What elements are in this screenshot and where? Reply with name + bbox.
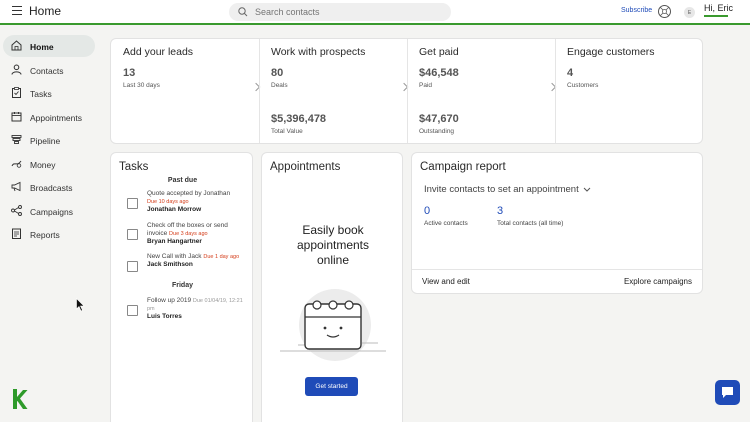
calendar-illustration-icon xyxy=(280,289,386,361)
sidebar-item-pipeline[interactable]: Pipeline xyxy=(3,129,95,151)
campaigns-icon xyxy=(11,205,22,216)
task-contact[interactable]: Jonathan Morrow xyxy=(147,206,202,213)
task-text: New Call with Jack xyxy=(147,253,202,260)
calendar-icon xyxy=(11,112,22,122)
total-value: $5,396,478 xyxy=(271,113,327,125)
task-contact[interactable]: Luis Torres xyxy=(147,313,182,320)
sidebar-item-money[interactable]: Money xyxy=(3,153,95,175)
pipeline-icon xyxy=(11,135,22,144)
help-icon[interactable] xyxy=(658,5,671,18)
divider xyxy=(555,39,556,143)
task-text: Check off the boxes or send invoice xyxy=(147,222,228,237)
sidebar-item-contacts[interactable]: Contacts xyxy=(3,59,95,81)
sidebar-item-campaigns[interactable]: Campaigns xyxy=(3,200,95,222)
home-icon xyxy=(11,40,22,51)
sidebar-item-appointments[interactable]: Appointments xyxy=(3,106,95,128)
task-contact[interactable]: Bryan Hangartner xyxy=(147,238,202,245)
divider xyxy=(407,39,408,143)
divider xyxy=(412,269,702,270)
friday-header: Friday xyxy=(171,282,193,289)
top-bar: Home Subscribe E Hi, Eric xyxy=(0,0,750,25)
engage-column[interactable]: Engage customers 4 Customers xyxy=(555,39,703,143)
paid-label: Paid xyxy=(419,82,433,89)
task-checkbox[interactable] xyxy=(127,305,138,316)
appointments-title: Appointments xyxy=(270,161,341,173)
prospects-column[interactable]: Work with prospects 80 Deals $5,396,478 … xyxy=(259,39,409,143)
hamburger-menu-icon[interactable] xyxy=(12,6,22,15)
leads-title: Add your leads xyxy=(123,46,194,58)
sidebar-item-reports[interactable]: Reports xyxy=(3,223,95,245)
outstanding-value: $47,670 xyxy=(419,113,459,125)
leads-caption: Last 30 days xyxy=(123,82,160,89)
chat-button[interactable] xyxy=(715,380,740,405)
task-due: Due 01/04/19, 12:21 pm xyxy=(147,298,243,312)
customers-caption: Customers xyxy=(567,82,599,89)
get-started-button[interactable]: Get started xyxy=(305,377,358,396)
tasks-title: Tasks xyxy=(119,161,149,173)
view-and-edit-link[interactable]: View and edit xyxy=(422,277,470,286)
greeting-underline xyxy=(704,15,728,17)
mouse-cursor-icon xyxy=(76,298,85,312)
tasks-card: Tasks Past due Quote accepted by Jonatha… xyxy=(110,152,253,422)
total-value-label: Total Value xyxy=(271,128,303,135)
reports-icon xyxy=(12,228,21,239)
customers-value: 4 xyxy=(567,67,574,79)
sidebar-item-tasks[interactable]: Tasks xyxy=(3,82,95,104)
task-checkbox[interactable] xyxy=(127,229,138,240)
explore-campaigns-link[interactable]: Explore campaigns xyxy=(623,277,692,286)
deals-value: 80 xyxy=(271,67,284,79)
campaign-select-value: Invite contacts to set an appointment xyxy=(424,184,579,195)
search-input[interactable] xyxy=(255,7,435,17)
leads-column[interactable]: Add your leads 13 Last 30 days xyxy=(111,39,261,143)
task-checkbox[interactable] xyxy=(127,261,138,272)
leads-value: 13 xyxy=(123,67,136,79)
chat-icon xyxy=(722,387,733,398)
prospects-title: Work with prospects xyxy=(271,46,366,58)
total-contacts-label: Total contacts (all time) xyxy=(497,220,564,227)
divider xyxy=(259,39,260,143)
user-greeting[interactable]: Hi, Eric xyxy=(704,3,733,13)
subscribe-link[interactable]: Subscribe xyxy=(621,7,653,14)
search-box[interactable] xyxy=(229,3,451,21)
campaign-select[interactable]: Invite contacts to set an appointment xyxy=(424,184,591,195)
keap-logo-icon xyxy=(13,389,28,409)
sidebar-item-broadcasts[interactable]: Broadcasts xyxy=(3,176,95,198)
appointments-card: Appointments Easily book appointments on… xyxy=(261,152,403,422)
person-icon xyxy=(11,64,22,75)
task-contact[interactable]: Jack Smithson xyxy=(147,261,193,268)
sidebar-item-home[interactable]: Home xyxy=(3,35,95,57)
campaign-title: Campaign report xyxy=(420,161,506,173)
past-due-header: Past due xyxy=(167,177,198,184)
campaign-report-card: Campaign report Invite contacts to set a… xyxy=(411,152,703,294)
task-text: Follow up 2019 xyxy=(147,297,192,304)
search-icon xyxy=(238,7,248,17)
task-due: Due 1 day ago xyxy=(203,254,240,260)
page-title: Home xyxy=(29,4,62,18)
clipboard-icon xyxy=(12,87,21,98)
megaphone-icon xyxy=(11,181,21,192)
paid-column[interactable]: Get paid $46,548 Paid $47,670 Outstandin… xyxy=(407,39,557,143)
active-contacts-label: Active contacts xyxy=(424,220,468,227)
paid-value: $46,548 xyxy=(419,67,459,79)
task-due: Due 3 days ago xyxy=(169,231,208,237)
money-icon xyxy=(11,160,22,168)
paid-title: Get paid xyxy=(419,46,459,58)
engage-title: Engage customers xyxy=(567,46,655,58)
summary-card: Add your leads 13 Last 30 days Work with… xyxy=(110,38,703,144)
active-contacts-value[interactable]: 0 xyxy=(424,205,431,217)
task-due: Due 10 days ago xyxy=(147,199,189,205)
appointments-message: Easily book appointments online xyxy=(296,223,370,267)
outstanding-label: Outstanding xyxy=(419,128,455,135)
total-contacts-value[interactable]: 3 xyxy=(497,205,504,217)
chevron-down-icon xyxy=(583,187,591,192)
task-text: Quote accepted by Jonathan xyxy=(147,190,231,197)
sidebar: Home Contacts Tasks Appointments Pipelin… xyxy=(0,27,105,422)
deals-label: Deals xyxy=(271,82,288,89)
avatar[interactable]: E xyxy=(684,7,695,18)
task-checkbox[interactable] xyxy=(127,198,138,209)
